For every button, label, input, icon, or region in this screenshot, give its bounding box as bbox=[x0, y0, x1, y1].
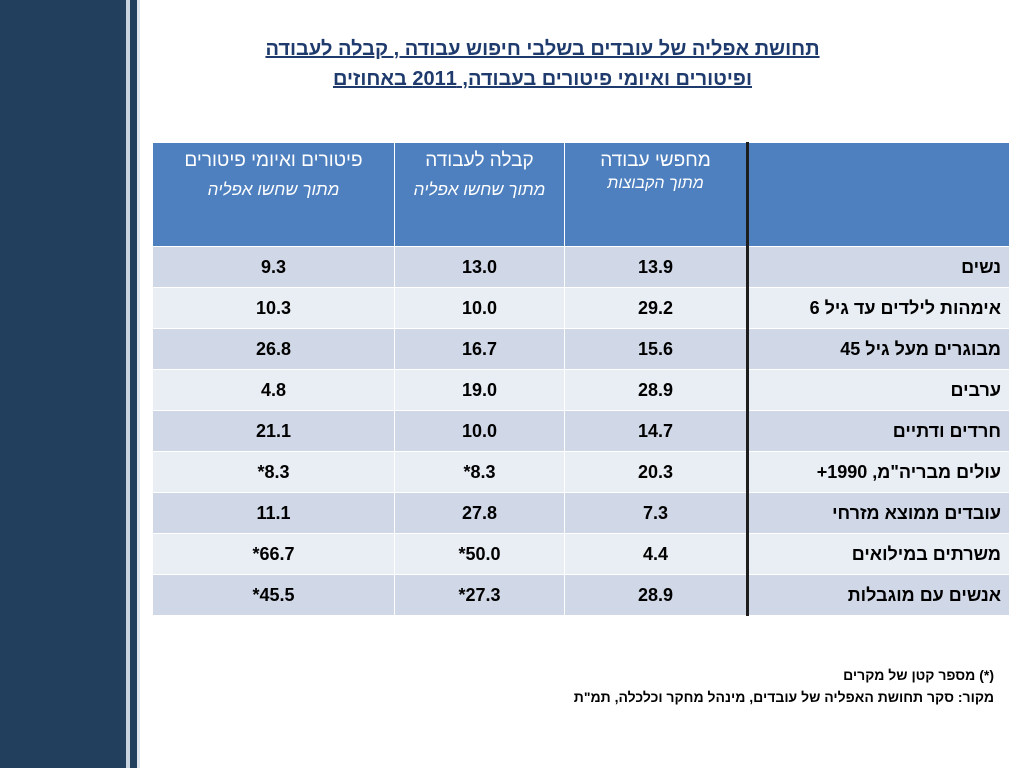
side-decoration-bar bbox=[0, 0, 126, 768]
cell-dismissal: 10.3 bbox=[152, 287, 395, 329]
cell-dismissal: 26.8 bbox=[152, 328, 395, 370]
cell-hiring: 10.0 bbox=[394, 287, 565, 329]
cell-job-seekers: 20.3 bbox=[564, 451, 748, 493]
row-label: מבוגרים מעל גיל 45 bbox=[746, 328, 1010, 370]
cell-hiring: 16.7 bbox=[394, 328, 565, 370]
cell-hiring: 13.0 bbox=[394, 246, 565, 288]
cell-job-seekers: 14.7 bbox=[564, 410, 748, 452]
cell-hiring: 19.0 bbox=[394, 369, 565, 411]
cell-dismissal: 9.3 bbox=[152, 246, 395, 288]
table-row: נשים 13.9 13.0 9.3 bbox=[152, 246, 1010, 288]
cell-dismissal: 11.1 bbox=[152, 492, 395, 534]
row-label: עובדים ממוצא מזרחי bbox=[746, 492, 1010, 534]
slide-title-line-2: ופיטורים ואיומי פיטורים בעבודה, 2011 באח… bbox=[332, 68, 753, 90]
cell-job-seekers: 7.3 bbox=[564, 492, 748, 534]
table-row: עולים מבריה"מ, 1990+ 20.3 8.3* 8.3* bbox=[152, 451, 1010, 493]
slide-title-line-1: תחושת אפליה של עובדים בשלבי חיפוש עבודה … bbox=[265, 38, 820, 60]
cell-hiring: 8.3* bbox=[394, 451, 565, 493]
row-label: אנשים עם מוגבלות bbox=[746, 574, 1010, 616]
header-cell-job-seekers: מחפשי עבודה מתוך הקבוצות bbox=[564, 142, 748, 247]
table-row: ערבים 28.9 19.0 4.8 bbox=[152, 369, 1010, 411]
cell-job-seekers: 15.6 bbox=[564, 328, 748, 370]
row-label: חרדים ודתיים bbox=[746, 410, 1010, 452]
row-label: משרתים במילואים bbox=[746, 533, 1010, 575]
table-row: מבוגרים מעל גיל 45 15.6 16.7 26.8 bbox=[152, 328, 1010, 370]
table-header-row: מחפשי עבודה מתוך הקבוצות קבלה לעבודה מתו… bbox=[152, 142, 1010, 247]
header-dismissal-subtitle: מתוך שחשו אפליה bbox=[207, 180, 340, 199]
table-row: אנשים עם מוגבלות 28.9 27.3* 45.5* bbox=[152, 574, 1010, 616]
cell-job-seekers: 29.2 bbox=[564, 287, 748, 329]
header-hiring-subtitle: מתוך שחשו אפליה bbox=[413, 180, 546, 199]
header-dismissal-title: פיטורים ואיומי פיטורים bbox=[184, 150, 363, 171]
cell-hiring: 27.3* bbox=[394, 574, 565, 616]
header-cell-hiring: קבלה לעבודה מתוך שחשו אפליה bbox=[394, 142, 565, 247]
slide-title: תחושת אפליה של עובדים בשלבי חיפוש עבודה … bbox=[160, 34, 925, 94]
cell-hiring: 27.8 bbox=[394, 492, 565, 534]
table-row: משרתים במילואים 4.4 50.0* 66.7* bbox=[152, 533, 1010, 575]
footnotes: (*) מספר קטן של מקרים מקור: סקר תחושת הא… bbox=[394, 664, 994, 708]
cell-job-seekers: 13.9 bbox=[564, 246, 748, 288]
cell-dismissal: 4.8 bbox=[152, 369, 395, 411]
side-decoration-stripe bbox=[137, 0, 140, 768]
header-cell-group bbox=[746, 142, 1010, 247]
table-row: עובדים ממוצא מזרחי 7.3 27.8 11.1 bbox=[152, 492, 1010, 534]
cell-dismissal: 8.3* bbox=[152, 451, 395, 493]
small-sample-note: (*) מספר קטן של מקרים bbox=[843, 667, 994, 683]
cell-job-seekers: 28.9 bbox=[564, 369, 748, 411]
header-hiring-title: קבלה לעבודה bbox=[425, 150, 534, 171]
side-decoration-stripe bbox=[130, 0, 137, 768]
cell-hiring: 10.0 bbox=[394, 410, 565, 452]
cell-hiring: 50.0* bbox=[394, 533, 565, 575]
table-row: אימהות לילדים עד גיל 6 29.2 10.0 10.3 bbox=[152, 287, 1010, 329]
cell-dismissal: 45.5* bbox=[152, 574, 395, 616]
cell-job-seekers: 28.9 bbox=[564, 574, 748, 616]
cell-dismissal: 21.1 bbox=[152, 410, 395, 452]
cell-dismissal: 66.7* bbox=[152, 533, 395, 575]
row-label: עולים מבריה"מ, 1990+ bbox=[746, 451, 1010, 493]
row-label: נשים bbox=[746, 246, 1010, 288]
discrimination-table: מחפשי עבודה מתוך הקבוצות קבלה לעבודה מתו… bbox=[152, 142, 1010, 616]
cell-job-seekers: 4.4 bbox=[564, 533, 748, 575]
header-cell-dismissal: פיטורים ואיומי פיטורים מתוך שחשו אפליה bbox=[152, 142, 395, 247]
row-label: אימהות לילדים עד גיל 6 bbox=[746, 287, 1010, 329]
row-label: ערבים bbox=[746, 369, 1010, 411]
header-job-seekers-subtitle: מתוך הקבוצות bbox=[607, 175, 704, 192]
header-job-seekers-title: מחפשי עבודה bbox=[600, 150, 711, 171]
side-decoration-stripe bbox=[126, 0, 130, 768]
source-note: מקור: סקר תחושת האפליה של עובדים, מינהל … bbox=[573, 689, 994, 705]
table-row: חרדים ודתיים 14.7 10.0 21.1 bbox=[152, 410, 1010, 452]
